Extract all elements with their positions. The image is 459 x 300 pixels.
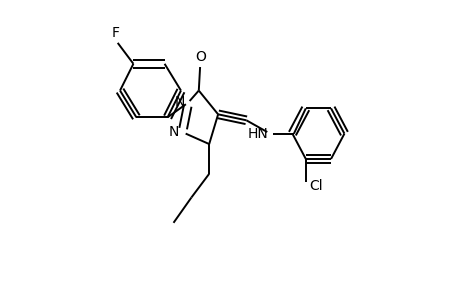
Text: F: F [112,26,119,40]
Text: HN: HN [247,127,268,141]
Text: N: N [175,95,185,110]
Text: N: N [169,125,179,139]
Text: O: O [195,50,205,64]
Text: Cl: Cl [308,179,322,193]
